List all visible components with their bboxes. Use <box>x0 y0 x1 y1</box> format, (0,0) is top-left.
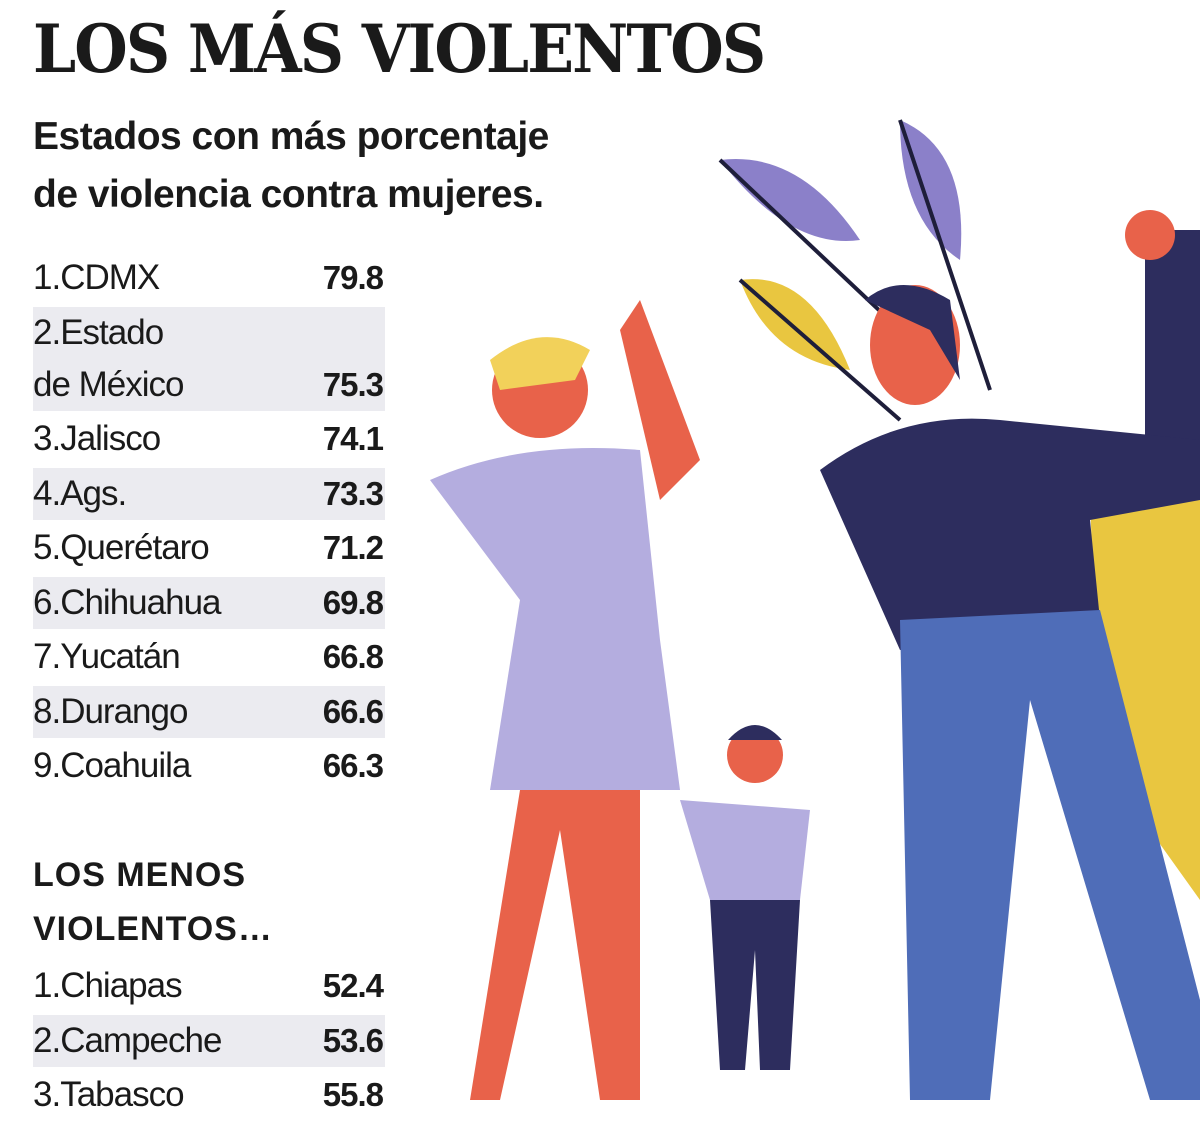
table-row: 3.Jalisco 74.1 <box>33 413 385 465</box>
state-label: 5.Querétaro <box>33 528 210 567</box>
table-row: 6.Chihuahua 69.8 <box>33 576 385 629</box>
state-label: 6.Chihuahua <box>33 582 221 622</box>
table-row: 8.Durango 66.6 <box>33 685 385 738</box>
state-label: 9.Coahuila <box>33 746 191 785</box>
percentage: 69.8 <box>322 583 384 621</box>
state-label: 2.Estado de México <box>33 312 185 404</box>
percentage: 66.8 <box>322 638 384 675</box>
percentage: 74.1 <box>322 420 384 457</box>
table-row: 7.Yucatán 66.8 <box>33 631 385 683</box>
table-row: 5.Querétaro 71.2 <box>33 522 385 574</box>
percentage: 73.3 <box>322 474 384 512</box>
percentage: 66.3 <box>322 747 384 784</box>
percentage: 52.4 <box>322 967 384 1004</box>
state-label: 3.Tabasco <box>33 1075 185 1114</box>
least-violent-list: 1.Chiapas 52.4 2.Campeche 53.6 3.Tabasco 55.8 <box>33 960 385 1124</box>
percentage: 75.3 <box>322 365 384 403</box>
percentage: 79.8 <box>322 259 384 296</box>
table-row: 2.Campeche 53.6 <box>33 1014 385 1067</box>
percentage: 66.6 <box>322 692 384 730</box>
state-label: 8.Durango <box>33 691 188 731</box>
percentage: 71.2 <box>322 529 384 566</box>
table-row: 3.Tabasco 55.8 <box>33 1069 385 1121</box>
state-label: 3.Jalisco <box>33 419 161 458</box>
most-violent-list: 1.CDMX 79.8 2.Estado de México 75.3 3.Jalisc… <box>33 252 385 795</box>
table-row: 4.Ags. 73.3 <box>33 467 385 520</box>
table-row: 9.Coahuila 66.3 <box>33 740 385 792</box>
state-label: 1.CDMX <box>33 258 160 297</box>
state-label: 4.Ags. <box>33 473 127 513</box>
percentage: 55.8 <box>322 1076 384 1113</box>
table-row: 1.CDMX 79.8 <box>33 252 385 304</box>
section-heading: LOS MENOS VIOLENTOS… <box>33 856 273 948</box>
table-row: 1.Chiapas 52.4 <box>33 960 385 1012</box>
state-label: 2.Campeche <box>33 1020 222 1060</box>
state-label: 1.Chiapas <box>33 966 183 1005</box>
state-label: 7.Yucatán <box>33 637 181 676</box>
title: LOS MÁS VIOLENTOS <box>33 10 766 88</box>
percentage: 53.6 <box>322 1021 384 1059</box>
table-row: 2.Estado de México 75.3 <box>33 306 385 411</box>
subtitle: Estados con más porcentaje de violencia … <box>33 115 549 216</box>
